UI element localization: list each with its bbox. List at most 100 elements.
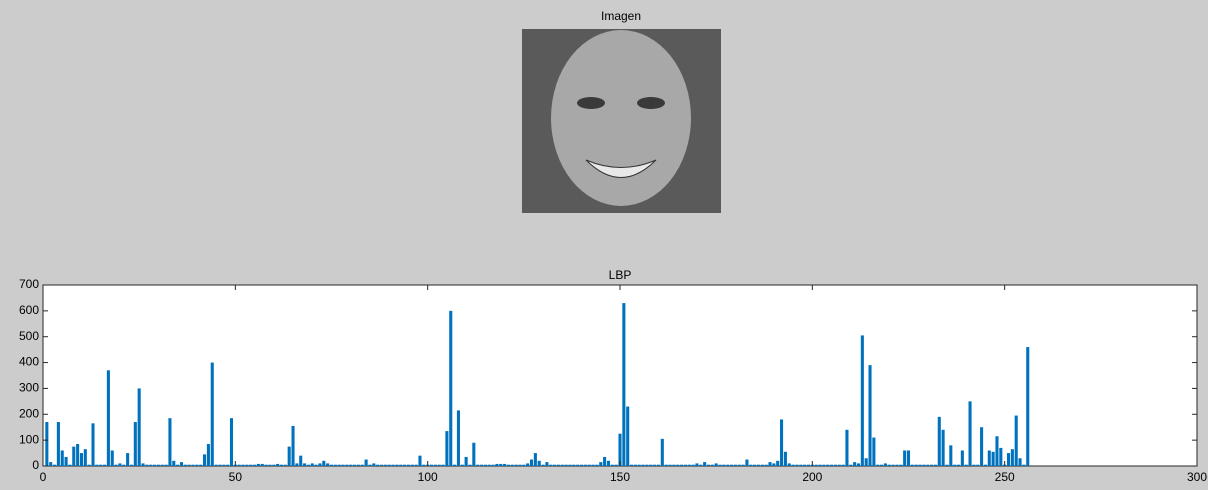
bar	[730, 465, 733, 466]
bar	[361, 465, 364, 466]
bar	[338, 465, 341, 466]
bar	[165, 465, 168, 466]
bar	[915, 465, 918, 466]
bar	[407, 465, 410, 466]
bar	[342, 465, 345, 466]
bar	[1015, 416, 1018, 466]
figure: Imagen LBP 01002003004005006007000501001…	[0, 0, 1208, 490]
bar	[534, 453, 537, 466]
y-tick-label: 500	[19, 329, 39, 343]
bar	[422, 465, 425, 466]
bar	[576, 465, 579, 466]
bar	[572, 465, 575, 466]
bar	[303, 463, 306, 466]
bar	[745, 460, 748, 466]
bar	[138, 388, 141, 466]
chart-title: LBP	[609, 268, 632, 282]
bar	[1007, 453, 1010, 466]
bar	[726, 465, 729, 466]
bar	[845, 430, 848, 466]
bar	[315, 465, 318, 466]
y-tick-label: 600	[19, 303, 39, 317]
bar	[599, 462, 602, 466]
bar	[788, 463, 791, 466]
bar	[965, 465, 968, 466]
bar	[295, 463, 298, 466]
bar	[557, 465, 560, 466]
bar	[857, 463, 860, 466]
bar	[945, 465, 948, 466]
bar	[622, 303, 625, 466]
bar	[349, 465, 352, 466]
bar	[580, 465, 583, 466]
bar	[949, 445, 952, 466]
bar	[99, 465, 102, 466]
bar	[957, 465, 960, 466]
bar	[276, 464, 279, 466]
bar	[461, 465, 464, 466]
bar	[780, 419, 783, 466]
bar	[222, 465, 225, 466]
bar	[892, 465, 895, 466]
bar	[888, 465, 891, 466]
bar	[307, 465, 310, 466]
bar	[722, 465, 725, 466]
bar	[861, 335, 864, 466]
bar	[765, 465, 768, 466]
bar	[826, 465, 829, 466]
bar	[122, 465, 125, 466]
bar	[203, 454, 206, 466]
bar	[95, 465, 98, 466]
bar	[176, 465, 179, 466]
bar	[191, 465, 194, 466]
bar	[645, 465, 648, 466]
bar	[91, 423, 94, 466]
bar	[757, 465, 760, 466]
bar	[411, 465, 414, 466]
page: Imagen LBP 01002003004005006007000501001…	[0, 0, 1208, 490]
bar	[184, 465, 187, 466]
bar	[969, 401, 972, 466]
bar	[488, 465, 491, 466]
bar	[995, 436, 998, 466]
bar	[895, 465, 898, 466]
bar	[930, 465, 933, 466]
bar	[799, 465, 802, 466]
bar	[715, 463, 718, 466]
bar	[899, 465, 902, 466]
bar	[149, 465, 152, 466]
bar	[657, 465, 660, 466]
bar	[961, 450, 964, 466]
bar	[45, 422, 48, 466]
bar	[115, 465, 118, 466]
bar	[919, 465, 922, 466]
bar	[257, 464, 260, 466]
bar	[80, 453, 83, 466]
image-title: Imagen	[601, 9, 641, 23]
bar	[803, 465, 806, 466]
bar	[492, 465, 495, 466]
bar	[418, 456, 421, 466]
bar	[453, 465, 456, 466]
bar	[880, 465, 883, 466]
bar	[676, 465, 679, 466]
bar	[934, 465, 937, 466]
bar	[526, 463, 529, 466]
bar	[476, 465, 479, 466]
bar	[584, 465, 587, 466]
bar	[607, 461, 610, 466]
bar	[268, 465, 271, 466]
bar	[668, 465, 671, 466]
x-tick-label: 250	[995, 470, 1015, 484]
y-tick-label: 400	[19, 355, 39, 369]
bar	[884, 463, 887, 466]
bar	[538, 461, 541, 466]
bar	[261, 464, 264, 466]
bar	[707, 465, 710, 466]
bar	[434, 465, 437, 466]
bar	[984, 465, 987, 466]
bar	[842, 465, 845, 466]
bar	[218, 465, 221, 466]
bar	[76, 444, 79, 466]
bar	[692, 465, 695, 466]
